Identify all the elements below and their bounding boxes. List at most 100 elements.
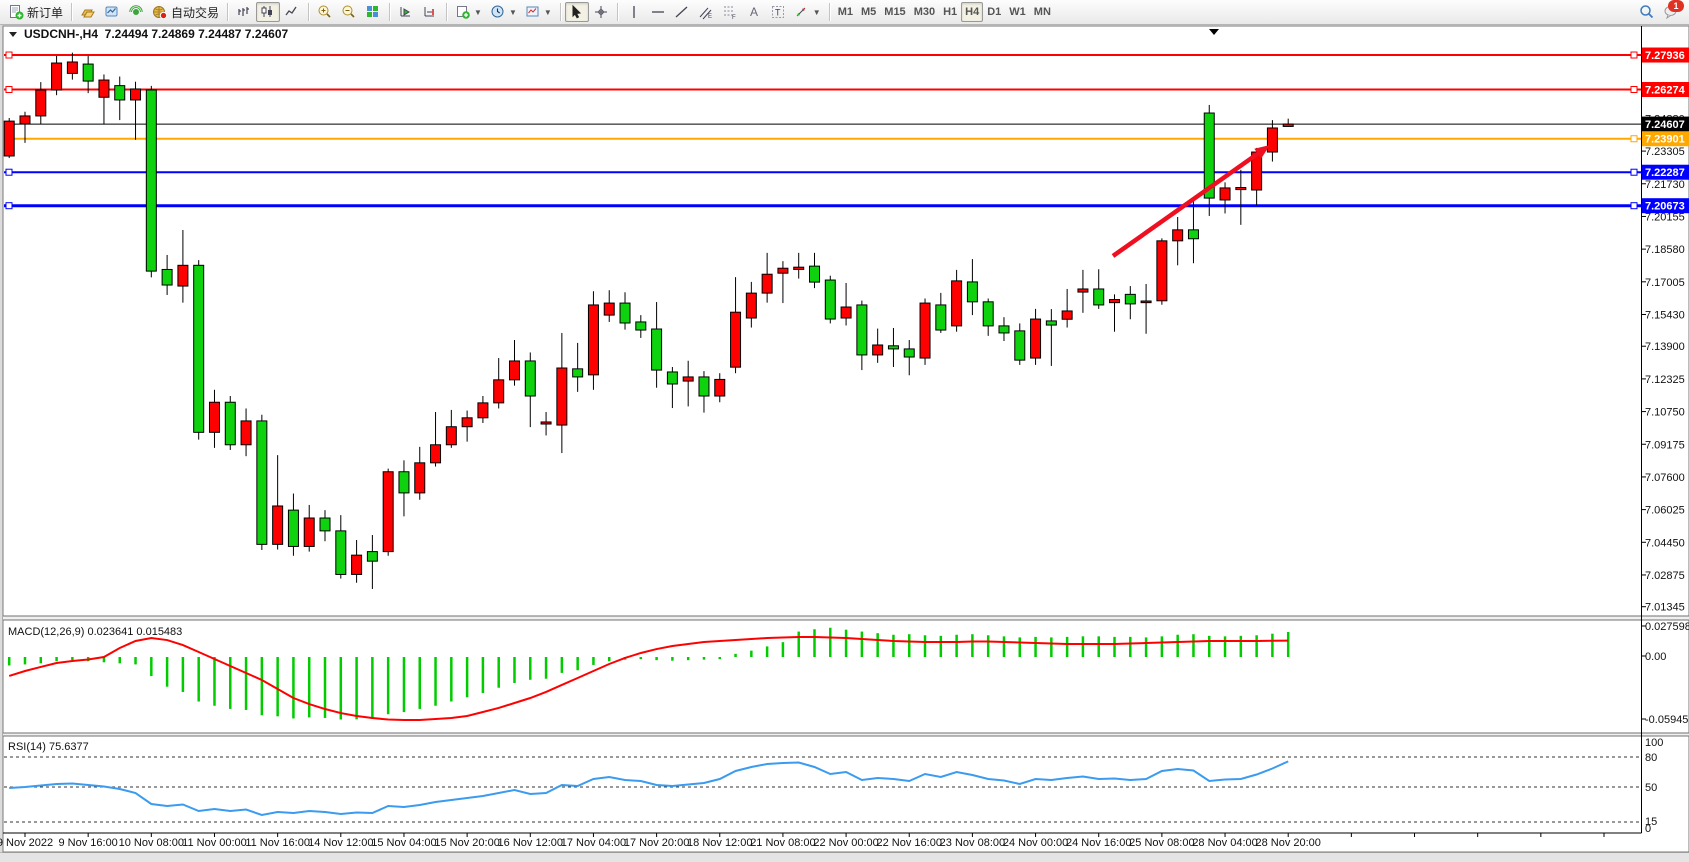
new-order-button-label: 新订单 (27, 5, 64, 20)
notifications-button[interactable]: 1 (1659, 0, 1684, 22)
scroll-end-icon (400, 7, 411, 17)
panel-divider[interactable] (3, 733, 1689, 736)
candle-body (556, 367, 568, 426)
fibonacci-button[interactable]: F (718, 2, 742, 22)
bar-chart-type-button[interactable] (232, 2, 256, 22)
candle-body (666, 371, 678, 385)
notification-badge: 1 (1668, 0, 1684, 12)
panel-divider[interactable] (3, 616, 1689, 620)
time-axis-label: 11 Nov 16:00 (245, 837, 310, 849)
chart-expand-icon[interactable] (9, 32, 17, 37)
time-axis-label: 22 Nov 16:00 (877, 837, 942, 849)
tile-windows-button[interactable] (361, 2, 385, 22)
trendline-button[interactable] (670, 2, 694, 22)
candle-body (382, 471, 394, 553)
resistance-line-2-price-badge (1642, 82, 1689, 97)
svg-text:F: F (732, 15, 736, 20)
price-axis-label: 7.21730 (1645, 179, 1685, 191)
timeframe-m5-button[interactable]: M5 (861, 6, 877, 18)
time-axis-label: 23 Nov 08:00 (940, 837, 1005, 849)
candle-31 (493, 358, 505, 409)
auto-scroll-button[interactable] (394, 2, 418, 22)
pivot-line-price-badge (1642, 131, 1689, 147)
support-line-1-handle[interactable] (5, 168, 13, 176)
candle-body (1109, 299, 1121, 304)
support-line-1-handle[interactable] (1630, 168, 1638, 176)
resistance-line-1-handle[interactable] (5, 51, 13, 59)
candle-15 (240, 408, 252, 457)
chart-shift-button[interactable] (418, 2, 442, 22)
timeframe-m15-button[interactable]: M15 (884, 6, 906, 18)
zoom-out-button[interactable] (337, 2, 361, 22)
text-label-button[interactable]: T (766, 2, 790, 22)
search-button[interactable] (1635, 2, 1659, 22)
candle-59 (935, 292, 947, 333)
chart-background[interactable] (2, 25, 1689, 853)
templates-button[interactable]: ▼ (521, 2, 556, 22)
timeframe-mn-button[interactable]: MN (1033, 6, 1051, 18)
timeframe-d1-button[interactable]: D1 (987, 6, 1002, 18)
resistance-line-2-price-badge-label: 7.26274 (1645, 85, 1686, 97)
candle-body (351, 554, 363, 575)
crosshair-button[interactable] (589, 2, 613, 22)
resistance-line-1-handle[interactable] (1630, 51, 1638, 59)
candle-body (745, 292, 757, 319)
resistance-line-2-handle[interactable] (5, 86, 13, 93)
chart-scroll-marker-icon[interactable] (1209, 29, 1219, 35)
macd-axis-label: 0.027598 (1645, 621, 1689, 633)
candle-body (1014, 330, 1026, 361)
horizontal-line-button[interactable] (646, 2, 670, 22)
timeframe-w1-button[interactable]: W1 (1009, 6, 1026, 18)
new-order-button[interactable]: 新订单 (4, 2, 67, 22)
candle-8 (130, 81, 142, 140)
candle-body (224, 401, 236, 446)
timeframe-m30-button[interactable]: M30 (913, 6, 936, 18)
periods-button[interactable]: ▼ (486, 2, 521, 22)
support-line-2-handle[interactable] (1630, 202, 1638, 210)
new-chart-button[interactable]: ▼ (451, 2, 486, 22)
candlestick-type-button[interactable] (256, 2, 281, 22)
candle-body (1219, 187, 1231, 201)
candle-5 (82, 55, 94, 94)
zoom-in-button[interactable] (313, 2, 337, 22)
line-chart-type-button[interactable] (280, 2, 304, 22)
arrows-button[interactable]: ▼ (790, 2, 825, 22)
zoom-in-icon (318, 5, 331, 18)
toolbar-separator (71, 3, 73, 21)
candle-body (161, 268, 173, 286)
resistance-line-2-handle[interactable] (1630, 86, 1638, 93)
candle-body (1172, 229, 1184, 242)
gold-chart-button[interactable] (76, 2, 100, 22)
vertical-line-button[interactable] (622, 2, 646, 22)
candle-76 (1203, 104, 1215, 216)
candle-11 (177, 230, 189, 303)
candle-body (872, 344, 884, 356)
timeframe-h1-button[interactable]: H1 (943, 6, 958, 18)
signal-button[interactable] (124, 2, 148, 22)
trend-arrow[interactable] (1111, 151, 1260, 258)
candle-body (1282, 123, 1294, 127)
timeframe-m1-button[interactable]: M1 (837, 6, 853, 18)
candle-body (982, 301, 994, 327)
candle-1 (19, 111, 31, 143)
candle-body (493, 379, 505, 404)
support-line-2-handle[interactable] (5, 202, 13, 210)
market-watch-button[interactable] (100, 2, 124, 22)
equidistant-channel-button[interactable]: E (694, 2, 718, 22)
text-button[interactable]: A (742, 2, 766, 22)
candle-30 (477, 396, 489, 423)
pivot-line-handle[interactable] (1630, 135, 1638, 143)
cursor-button[interactable] (564, 2, 589, 22)
trend-arrow-head[interactable] (1254, 145, 1270, 159)
toolbar-separator (389, 3, 391, 21)
candle-24 (382, 468, 394, 556)
time-axis-label: 11 Nov 00:00 (182, 837, 247, 849)
candle-body (1093, 288, 1105, 306)
candle-66 (1045, 309, 1057, 366)
timeframe-h4-button[interactable]: H4 (961, 2, 984, 22)
candle-body (82, 63, 94, 82)
auto-trading-button[interactable]: 自动交易 (148, 2, 223, 22)
candle-body (1045, 320, 1057, 326)
shift-end-icon (424, 7, 435, 17)
